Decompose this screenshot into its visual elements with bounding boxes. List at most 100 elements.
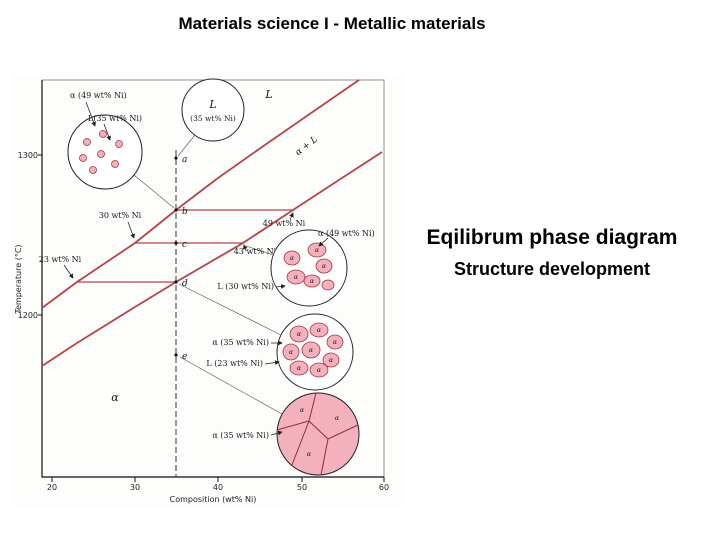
alpha-grain [283, 250, 301, 266]
x-tick-label-20: 20 [47, 483, 57, 492]
alpha-grain [303, 274, 321, 288]
leader-a [177, 134, 196, 157]
y-axis-label: Temperature (°C) [14, 244, 23, 314]
micro-c-outline [270, 229, 348, 307]
tie-b-right-arrow [289, 212, 294, 221]
point-b-marker [174, 208, 178, 212]
micro-c-circle: α α α α α [270, 229, 348, 307]
alpha-grain [282, 343, 300, 361]
phase-diagram-svg: 1300 1200 20 30 40 50 60 Temperature (°C… [14, 78, 389, 504]
x-axis-label: Composition (wt% Ni) [170, 495, 257, 504]
alpha-grain [321, 279, 335, 291]
micro-e-alpha-arrow [270, 430, 283, 436]
micro-a-outline [181, 78, 245, 142]
alpha-grain [315, 258, 333, 274]
micro-c-alpha-label: α (49 wt% Ni) [318, 229, 375, 238]
micro-e-circle: α α α [276, 392, 360, 476]
alpha-grain [289, 360, 309, 376]
grain-label: α [294, 273, 299, 281]
point-b-label: b [182, 207, 188, 217]
micro-b-outline [67, 114, 143, 190]
grain-label: α [322, 262, 327, 270]
micro-b-alpha-arrow [85, 101, 96, 127]
alpha-grain [322, 352, 340, 368]
micro-b-alpha-label: α (49 wt% Ni) [70, 91, 127, 100]
grain-label: α [297, 364, 302, 372]
liquidus-curve [41, 79, 360, 309]
grain-label: α [290, 254, 295, 262]
slide-title: Materials science I - Metallic materials [178, 14, 486, 33]
micro-b-circle [67, 114, 143, 190]
alpha-grain [289, 325, 309, 343]
leader-e [179, 356, 283, 415]
micro-c-liquid-label: L (30 wt% Ni) [217, 282, 274, 291]
solidus-curve [41, 151, 383, 367]
micro-d-alpha-label: α (35 wt% Ni) [212, 338, 269, 347]
grain-label: α [297, 330, 302, 338]
micro-c-liquid-arrow [275, 284, 286, 289]
grain-label: α [315, 246, 320, 254]
grain-label: α [333, 338, 338, 346]
leader-b [133, 174, 175, 209]
tie-d-left-arrow [63, 264, 74, 279]
leader-d [178, 283, 282, 336]
alpha-grain [326, 334, 344, 350]
micro-b-liquid-arrow [103, 123, 111, 141]
region-two-phase-label: α + L [294, 135, 320, 158]
x-tick-label-60: 60 [379, 483, 389, 492]
point-e-label: e [182, 352, 187, 362]
point-a-marker [174, 156, 178, 160]
tie-c-left-arrow [127, 221, 135, 239]
tie-d-left-label: 23 wt% Ni [39, 255, 82, 264]
plot-axes [41, 80, 384, 478]
alpha-grain [301, 341, 321, 359]
grain-label: α [307, 450, 312, 458]
micro-a-phase-label: L [208, 98, 216, 111]
x-tick-label-40: 40 [213, 483, 223, 492]
micro-d-circle: α α α α α α α α [276, 313, 354, 391]
tie-b-right-label: 49 wt% Ni [263, 219, 306, 228]
point-e-marker [174, 353, 178, 357]
point-d-label: d [182, 279, 188, 289]
phase-diagram-figure: 1300 1200 20 30 40 50 60 Temperature (°C… [12, 74, 404, 506]
micro-d-liquid-label: L (23 wt% Ni) [206, 359, 263, 368]
tie-c-right-arrow [242, 244, 248, 252]
micro-e-alpha-label: α (35 wt% Ni) [212, 431, 269, 440]
grain-label: α [289, 348, 294, 356]
grain-label: α [300, 406, 305, 414]
heading-structure-development: Structure development [453, 259, 651, 279]
alpha-nucleus [89, 166, 97, 174]
heading-phase-diagram: Eqilibrum phase diagram [426, 226, 678, 249]
point-c-marker [174, 241, 178, 245]
y-tick-label-1200: 1200 [18, 311, 38, 320]
micro-a-comp-label: (35 wt% Ni) [190, 114, 236, 123]
leader-c [245, 245, 274, 256]
x-tick-label-50: 50 [297, 483, 307, 492]
micro-b-liquid-label: L(35 wt% Ni) [88, 114, 142, 123]
grain-boundaries [276, 392, 359, 476]
y-tick-label-1300: 1300 [18, 151, 38, 160]
alpha-grain [309, 322, 329, 338]
micro-c-alpha-arrow [318, 237, 329, 247]
micro-a-circle: L (35 wt% Ni) [181, 78, 245, 142]
point-a-label: a [182, 155, 187, 165]
point-c-label: c [182, 240, 187, 250]
micro-e-outline [276, 392, 360, 476]
micro-d-liquid-arrow [264, 360, 280, 365]
tie-c-left-label: 30 wt% Ni [99, 211, 142, 220]
region-solid-label: α [111, 391, 119, 404]
alpha-grain [309, 362, 329, 378]
grain-label: α [317, 326, 322, 334]
alpha-nucleus [97, 150, 105, 158]
alpha-nucleus [115, 140, 123, 148]
point-d-marker [174, 280, 178, 284]
alpha-nucleus [79, 154, 87, 162]
x-tick-label-30: 30 [130, 483, 140, 492]
alpha-nucleus [83, 138, 91, 146]
alpha-nucleus [99, 130, 107, 138]
grain-label: α [310, 277, 315, 285]
tie-c-right-label: 43 wt% Ni [234, 247, 277, 256]
alpha-grain [286, 269, 306, 285]
grain-label: α [317, 366, 322, 374]
grain-label: α [329, 356, 334, 364]
